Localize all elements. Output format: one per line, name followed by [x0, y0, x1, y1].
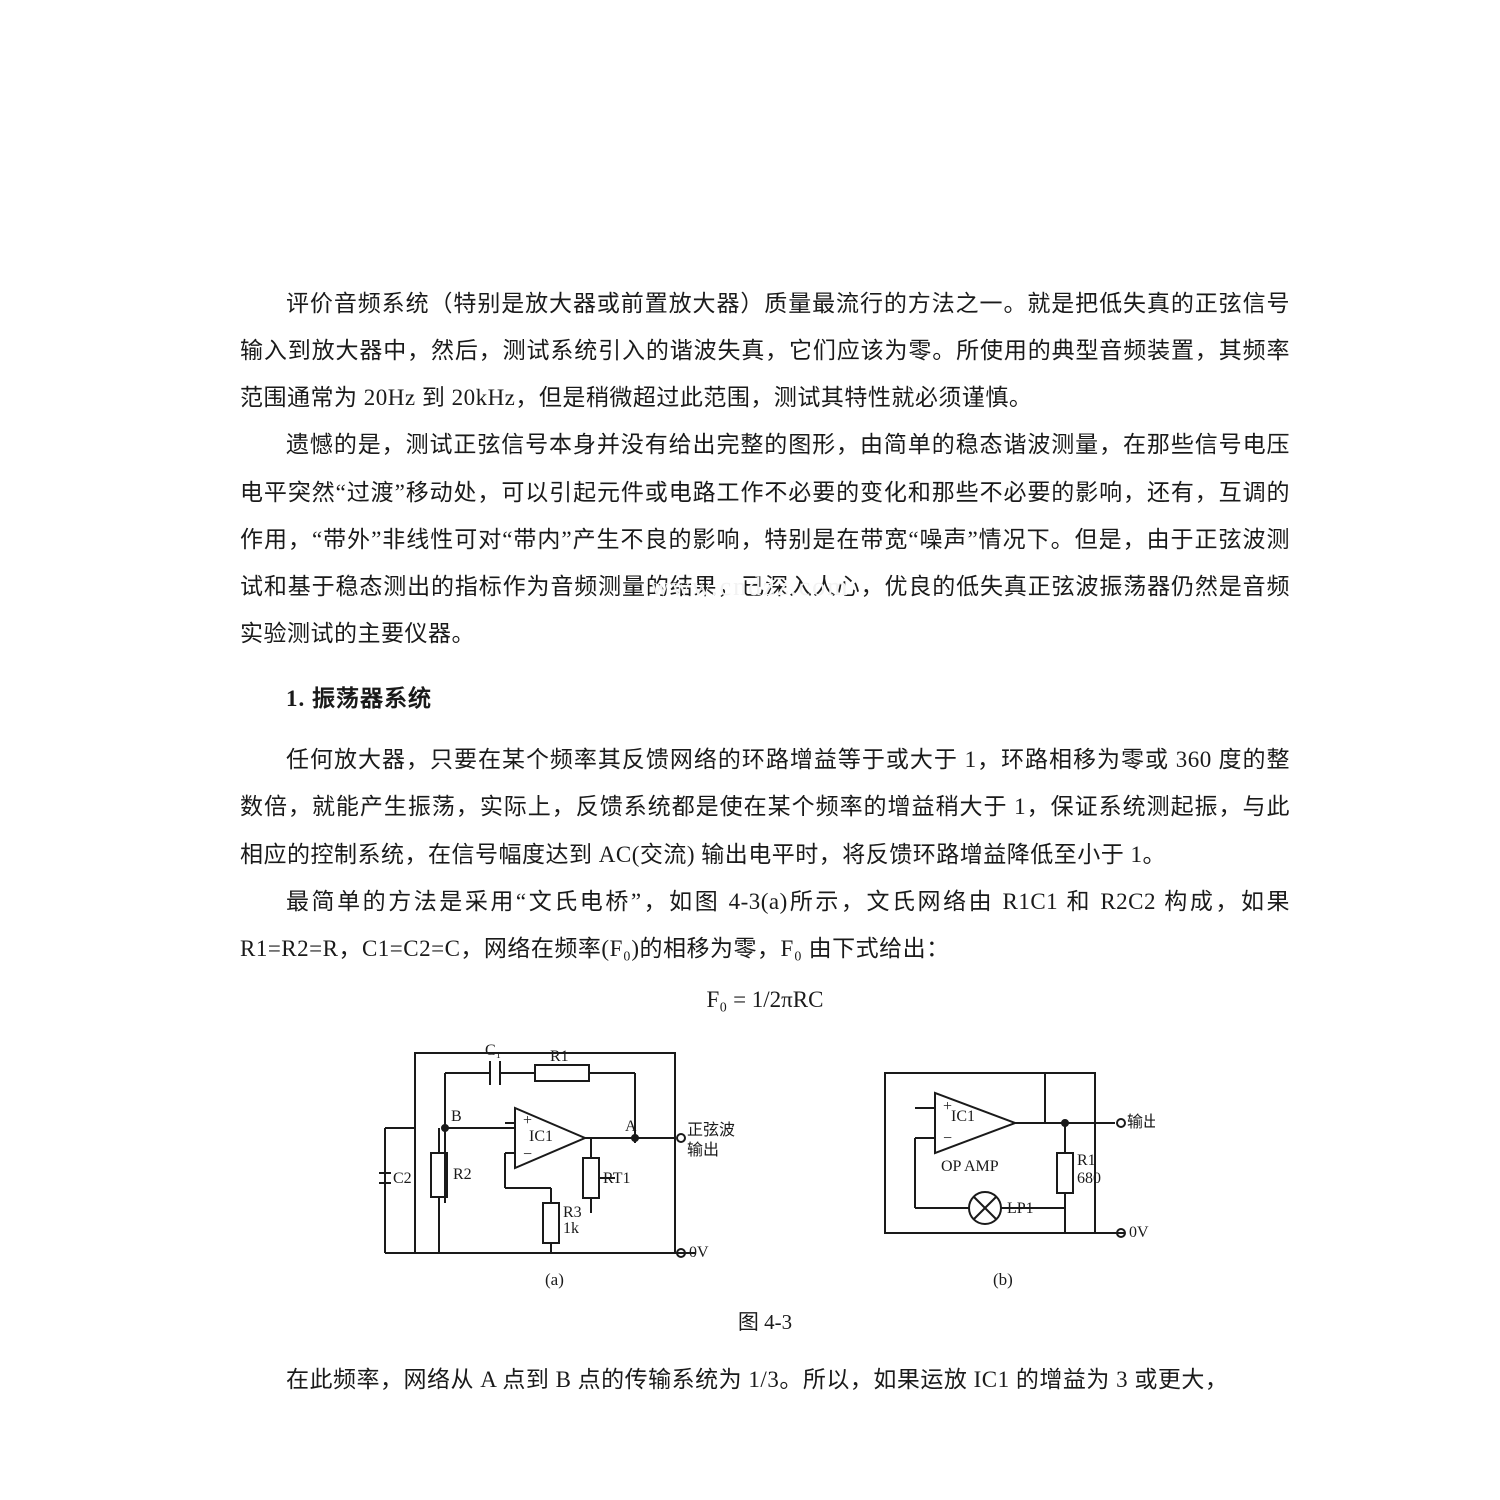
- label-r1: R1: [550, 1048, 569, 1065]
- label-plus-icon-b: +: [943, 1098, 952, 1115]
- paragraph-3: 任何放大器，只要在某个频率其反馈网络的环路增益等于或大于 1，环路相移为零或 3…: [240, 736, 1290, 877]
- label-lp1: LP1: [1007, 1200, 1034, 1217]
- paragraph-1: 评价音频系统（特别是放大器或前置放大器）质量最流行的方法之一。就是把低失真的正弦…: [240, 280, 1290, 421]
- paragraph-5: 在此频率，网络从 A 点到 B 点的传输系统为 1/3。所以，如果运放 IC1 …: [240, 1356, 1290, 1403]
- label-0v-a: 0V: [689, 1244, 709, 1261]
- label-rt1: RT1: [603, 1170, 630, 1187]
- figure-4-3-b: IC1 + − OP AMP 输出 R1 680 LP1 0V (b): [855, 1033, 1155, 1293]
- label-r1-b: R1: [1077, 1152, 1096, 1169]
- formula-f0: F₀ = 1/2πRC: [240, 976, 1290, 1023]
- figure-caption: 图 4-3: [240, 1301, 1290, 1344]
- sub-b: (b): [993, 1270, 1013, 1289]
- label-r3v: 1k: [563, 1220, 579, 1237]
- label-a: A: [625, 1118, 637, 1135]
- label-minus-icon: −: [523, 1146, 532, 1163]
- page: www.cndzz.com 评价音频系统（特别是放大器或前置放大器）质量最流行的…: [0, 0, 1500, 1403]
- figure-row: C₁ R1 B A IC1 + − 正弦波 输出 RT1 R2 C2 R3 1k…: [240, 1033, 1290, 1293]
- label-minus-icon-b: −: [943, 1130, 952, 1147]
- label-out-1: 正弦波: [687, 1121, 735, 1139]
- paragraph-2: 遗憾的是，测试正弦信号本身并没有给出完整的图形，由简单的稳态谐波测量，在那些信号…: [240, 421, 1290, 657]
- label-r2: R2: [453, 1166, 472, 1183]
- label-opamp: OP AMP: [941, 1158, 999, 1175]
- section-heading: 1. 振荡器系统: [240, 675, 1290, 722]
- figure-4-3-a: C₁ R1 B A IC1 + − 正弦波 输出 RT1 R2 C2 R3 1k…: [375, 1033, 735, 1293]
- sub-a: (a): [545, 1270, 564, 1289]
- label-plus-icon: +: [523, 1112, 532, 1129]
- label-r3: R3: [563, 1204, 582, 1221]
- label-0v-b: 0V: [1129, 1224, 1149, 1241]
- label-b: B: [451, 1108, 462, 1125]
- label-ic1-b: IC1: [951, 1108, 975, 1125]
- label-r1v: 680: [1077, 1170, 1101, 1187]
- label-ic1: IC1: [529, 1128, 553, 1145]
- label-out-2: 输出: [687, 1141, 719, 1159]
- label-c2: C2: [393, 1170, 412, 1187]
- label-out-b: 输出: [1127, 1113, 1155, 1131]
- paragraph-4: 最简单的方法是采用“文氏电桥”，如图 4-3(a)所示，文氏网络由 R1C1 和…: [240, 878, 1290, 972]
- label-c1: C₁: [485, 1042, 501, 1059]
